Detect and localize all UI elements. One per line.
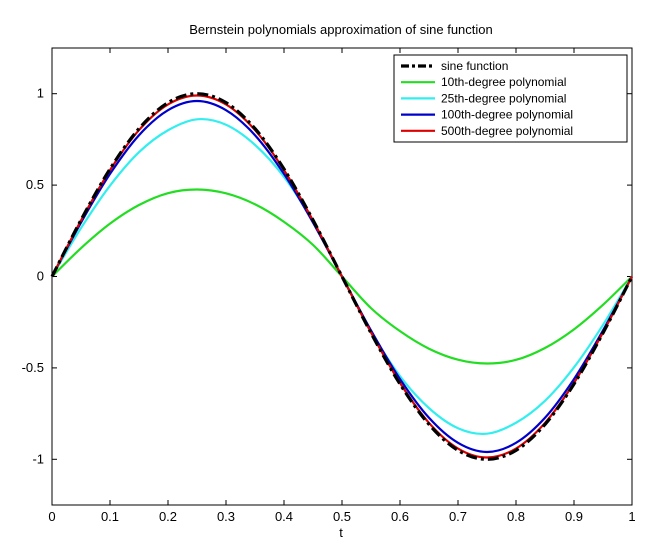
series-line-sine-function (50, 92, 634, 461)
x-tick-label: 1 (628, 509, 635, 524)
legend: sine function 10th-degree polynomial 25th-… (393, 54, 628, 143)
x-tick-label: 0.1 (101, 509, 119, 524)
x-tick-label: 0.7 (449, 509, 467, 524)
x-tick-label: 0.5 (333, 509, 351, 524)
legend-label-sine-function: sine function (441, 59, 508, 73)
y-tick-label: -1 (32, 451, 44, 466)
x-tick-label: 0.2 (159, 509, 177, 524)
legend-label-500th-degree-polynomial: 500th-degree polynomial (441, 124, 573, 138)
x-tick-label: 0.4 (275, 509, 293, 524)
x-tick-label: 0.3 (217, 509, 235, 524)
legend-label-25th-degree-polynomial: 25th-degree polynomial (441, 91, 566, 105)
y-tick-label: 0 (37, 269, 44, 284)
legend-label-100th-degree-polynomial: 100th-degree polynomial (441, 108, 573, 122)
x-tick-label: 0 (48, 509, 55, 524)
x-axis-label: t (339, 525, 343, 540)
axis-ticks: 0 0.1 0.2 0.3 0.4 0.5 0.6 0.7 0.8 0.9 1 1 0.5 0 -0.5 -1 (22, 48, 636, 524)
x-tick-label: 0.8 (507, 509, 525, 524)
series-lines (50, 92, 634, 461)
chart-title: Bernstein polynomials approximation of s… (189, 22, 493, 37)
y-tick-label: 1 (37, 86, 44, 101)
y-tick-label: 0.5 (26, 177, 44, 192)
x-tick-label: 0.9 (565, 509, 583, 524)
legend-label-10th-degree-polynomial: 10th-degree polynomial (441, 75, 566, 89)
x-tick-label: 0.6 (391, 509, 409, 524)
y-tick-label: -0.5 (22, 360, 44, 375)
